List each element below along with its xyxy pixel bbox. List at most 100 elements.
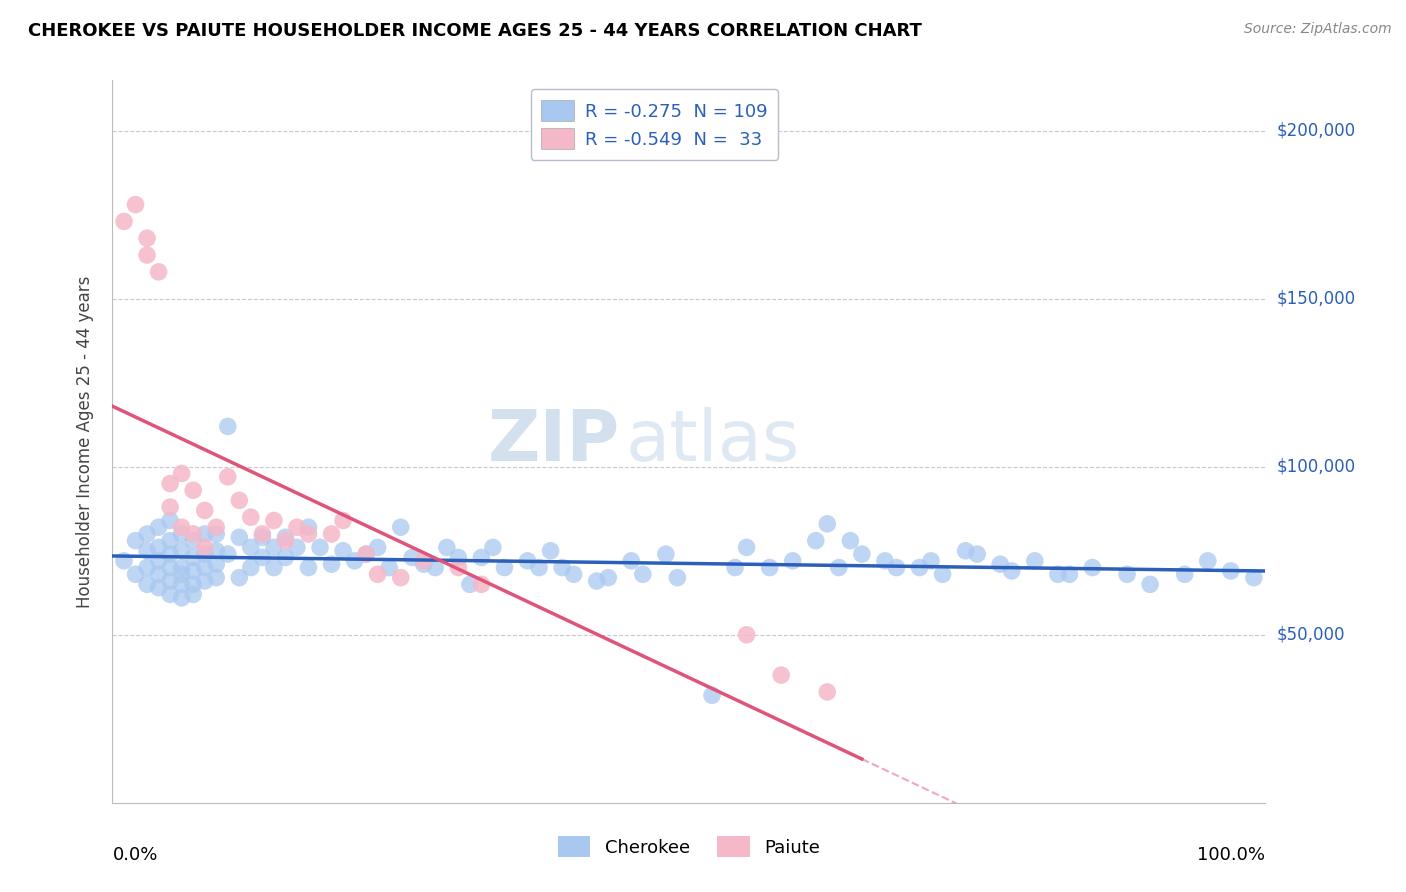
Point — [598, 571, 620, 585]
Point — [309, 541, 332, 555]
Point — [228, 571, 250, 585]
Text: $200,000: $200,000 — [1277, 121, 1355, 140]
Point — [1174, 567, 1197, 582]
Point — [170, 543, 193, 558]
Point — [159, 547, 181, 561]
Point — [470, 577, 492, 591]
Point — [735, 541, 758, 555]
Point — [112, 214, 135, 228]
Point — [148, 541, 170, 555]
Point — [228, 530, 250, 544]
Point — [170, 467, 193, 481]
Point — [148, 581, 170, 595]
Point — [782, 554, 804, 568]
Point — [148, 265, 170, 279]
Point — [1139, 577, 1161, 591]
Point — [217, 470, 239, 484]
Point — [194, 541, 217, 555]
Text: 100.0%: 100.0% — [1198, 847, 1265, 864]
Point — [136, 577, 159, 591]
Point — [263, 541, 285, 555]
Point — [274, 533, 297, 548]
Point — [815, 516, 838, 531]
Point — [263, 514, 285, 528]
Point — [252, 530, 274, 544]
Legend: Cherokee, Paiute: Cherokee, Paiute — [548, 827, 830, 866]
Point — [194, 503, 217, 517]
Point — [297, 527, 319, 541]
Point — [735, 628, 758, 642]
Point — [124, 197, 146, 211]
Point — [321, 527, 343, 541]
Point — [770, 668, 793, 682]
Text: CHEROKEE VS PAIUTE HOUSEHOLDER INCOME AGES 25 - 44 YEARS CORRELATION CHART: CHEROKEE VS PAIUTE HOUSEHOLDER INCOME AG… — [28, 22, 922, 40]
Point — [124, 567, 146, 582]
Point — [170, 591, 193, 605]
Point — [873, 554, 896, 568]
Point — [447, 560, 470, 574]
Point — [804, 533, 827, 548]
Point — [263, 560, 285, 574]
Point — [1116, 567, 1139, 582]
Point — [170, 527, 193, 541]
Point — [389, 571, 412, 585]
Point — [136, 560, 159, 574]
Point — [851, 547, 873, 561]
Point — [148, 554, 170, 568]
Point — [447, 550, 470, 565]
Point — [148, 567, 170, 582]
Point — [839, 533, 862, 548]
Point — [194, 574, 217, 588]
Point — [354, 547, 377, 561]
Point — [181, 577, 204, 591]
Point — [159, 587, 181, 601]
Point — [136, 527, 159, 541]
Point — [540, 543, 562, 558]
Text: $150,000: $150,000 — [1277, 290, 1355, 308]
Point — [931, 567, 953, 582]
Point — [205, 571, 228, 585]
Point — [239, 510, 262, 524]
Point — [332, 543, 354, 558]
Point — [828, 560, 851, 574]
Point — [1197, 554, 1219, 568]
Point — [124, 533, 146, 548]
Point — [1081, 560, 1104, 574]
Point — [343, 554, 366, 568]
Point — [470, 550, 492, 565]
Point — [274, 530, 297, 544]
Point — [724, 560, 747, 574]
Point — [666, 571, 689, 585]
Point — [181, 587, 204, 601]
Point — [285, 541, 308, 555]
Point — [700, 688, 723, 702]
Point — [367, 567, 389, 582]
Point — [170, 567, 193, 582]
Point — [1219, 564, 1241, 578]
Point — [297, 520, 319, 534]
Point — [159, 500, 181, 514]
Point — [908, 560, 931, 574]
Point — [285, 520, 308, 534]
Point — [1059, 567, 1081, 582]
Point — [401, 550, 423, 565]
Point — [412, 558, 434, 572]
Point — [205, 527, 228, 541]
Point — [758, 560, 780, 574]
Point — [815, 685, 838, 699]
Point — [170, 560, 193, 574]
Point — [436, 541, 458, 555]
Point — [425, 560, 447, 574]
Point — [205, 520, 228, 534]
Point — [159, 533, 181, 548]
Point — [136, 231, 159, 245]
Point — [148, 520, 170, 534]
Point — [655, 547, 678, 561]
Point — [1046, 567, 1069, 582]
Point — [159, 560, 181, 574]
Point — [494, 560, 516, 574]
Point — [585, 574, 607, 588]
Point — [181, 564, 204, 578]
Point — [112, 554, 135, 568]
Point — [412, 554, 434, 568]
